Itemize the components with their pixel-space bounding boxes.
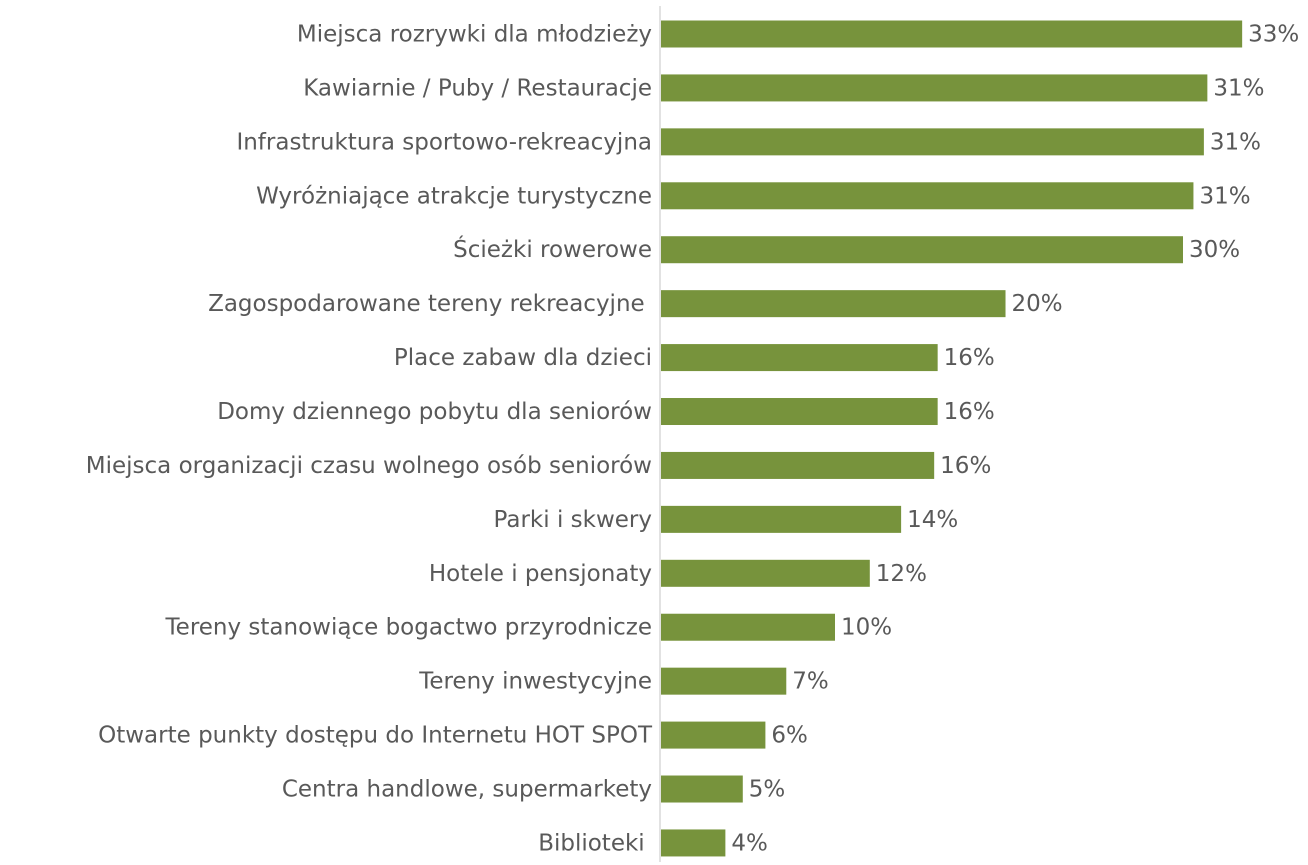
data-label: 30% [1189,237,1240,263]
data-label: 4% [731,830,768,856]
data-label: 31% [1210,129,1261,155]
category-label: Tereny inwestycyjne [418,669,652,695]
category-label: Hotele i pensjonaty [429,561,652,587]
category-label: Miejsca rozrywki dla młodzieży [297,22,652,48]
data-label: 16% [940,453,991,479]
data-label: 14% [907,507,958,533]
bar [661,559,870,587]
data-label: 10% [841,615,892,641]
data-label: 5% [749,777,786,803]
category-label: Centra handlowe, supermarkety [282,777,652,803]
data-label: 16% [944,345,995,371]
bar [661,344,938,372]
bar [661,721,766,749]
bar [661,74,1208,102]
category-label: Miejsca organizacji czasu wolnego osób s… [86,453,652,479]
bar [661,667,787,695]
category-label: Parki i skwery [494,507,652,533]
data-label: 33% [1248,22,1299,48]
category-label: Wyróżniające atrakcje turystyczne [256,183,652,209]
category-label: Domy dziennego pobytu dla seniorów [217,399,652,425]
data-label: 7% [792,669,829,695]
bar [661,290,1006,318]
data-label: 31% [1213,75,1264,101]
data-label: 6% [771,723,808,749]
bar [661,128,1204,156]
bar [661,451,935,479]
bar [661,613,835,641]
bar [661,505,902,533]
category-label: Biblioteki [538,830,652,856]
data-label: 20% [1012,291,1063,317]
bar [661,20,1243,48]
data-label: 31% [1199,183,1250,209]
category-label: Tereny stanowiące bogactwo przyrodnicze [165,615,652,641]
bar [661,829,726,857]
category-label: Infrastruktura sportowo-rekreacyjna [236,129,652,155]
category-label: Kawiarnie / Puby / Restauracje [303,75,652,101]
category-label: Ścieżki rowerowe [453,235,652,263]
category-label: Place zabaw dla dzieci [394,345,652,371]
data-label: 12% [876,561,927,587]
bar [661,182,1194,210]
data-label: 16% [944,399,995,425]
category-label: Otwarte punkty dostępu do Internetu HOT … [98,723,653,749]
bar [661,775,743,803]
category-label: Zagospodarowane tereny rekreacyjne [208,291,652,317]
bar [661,236,1183,264]
bar [661,398,938,426]
